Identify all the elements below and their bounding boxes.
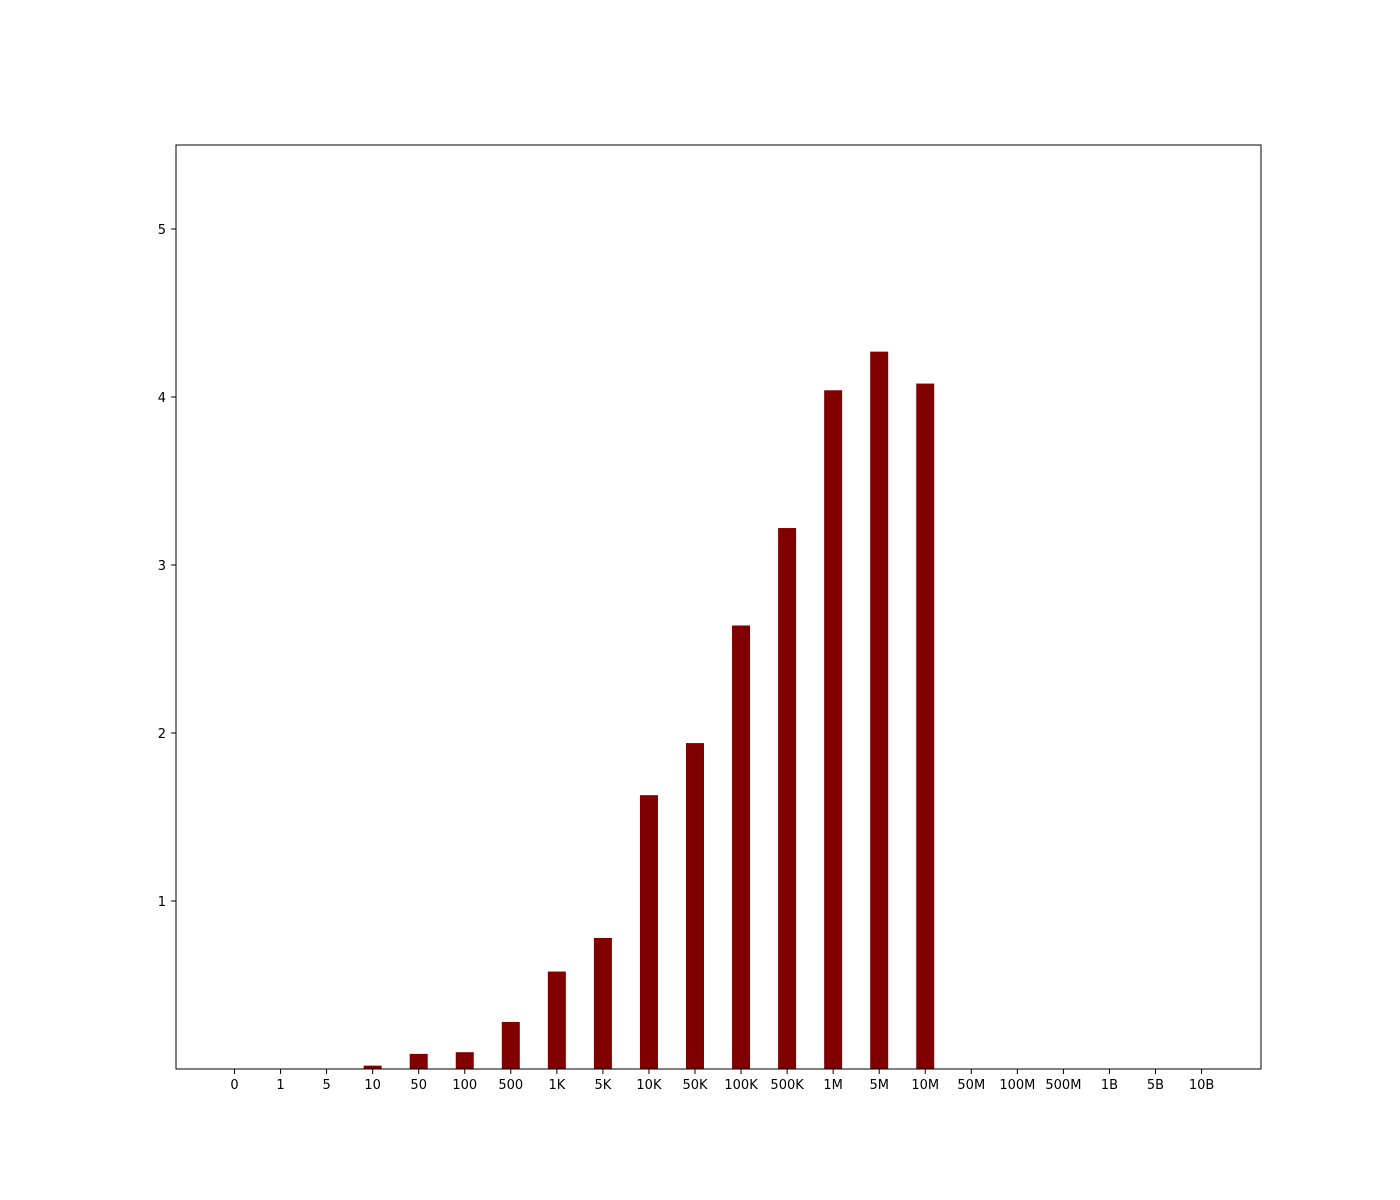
bar-1K bbox=[547, 971, 566, 1069]
x-tick-label: 1 bbox=[276, 1078, 284, 1093]
bar-50 bbox=[409, 1053, 428, 1069]
x-tick-label: 5 bbox=[322, 1078, 330, 1093]
bar-5K bbox=[593, 937, 612, 1069]
x-tick-label: 0 bbox=[230, 1078, 238, 1093]
bar-10M bbox=[916, 383, 935, 1069]
x-tick-label: 10 bbox=[364, 1078, 381, 1093]
x-axis: 0 1 5 10 50 100 500 1K 5K 10K 50K 100K 500K 1M 5M 10M 50… bbox=[230, 1069, 1214, 1093]
bar-100 bbox=[455, 1052, 474, 1069]
bar-500 bbox=[501, 1021, 520, 1069]
y-tick-label: 4 bbox=[158, 391, 166, 406]
x-tick-label: 500 bbox=[498, 1078, 523, 1093]
y-tick-label: 3 bbox=[158, 559, 166, 574]
y-axis: 1 2 3 4 5 bbox=[158, 223, 176, 910]
x-tick-label: 100 bbox=[452, 1078, 477, 1093]
bar-1M bbox=[824, 390, 843, 1069]
x-tick-label: 10M bbox=[911, 1078, 939, 1093]
plot-frame bbox=[175, 144, 1262, 1070]
bar-100K bbox=[732, 625, 751, 1069]
bar-10K bbox=[639, 795, 658, 1069]
x-tick-label: 50 bbox=[410, 1078, 427, 1093]
x-tick-label: 5B bbox=[1147, 1078, 1164, 1093]
x-tick-label: 500K bbox=[770, 1078, 804, 1093]
x-tick-label: 50M bbox=[957, 1078, 985, 1093]
x-tick-label: 1M bbox=[823, 1078, 843, 1093]
x-tick-label: 100K bbox=[724, 1078, 758, 1093]
y-tick-label: 1 bbox=[158, 895, 166, 910]
x-tick-label: 10K bbox=[636, 1078, 662, 1093]
x-tick-label: 500M bbox=[1045, 1078, 1081, 1093]
y-tick-label: 2 bbox=[158, 727, 166, 742]
bar-50K bbox=[686, 743, 704, 1069]
bar-5M bbox=[870, 351, 889, 1069]
x-tick-label: 5M bbox=[869, 1078, 889, 1093]
x-tick-label: 50K bbox=[682, 1078, 708, 1093]
x-tick-label: 10B bbox=[1189, 1078, 1214, 1093]
x-tick-label: 1K bbox=[548, 1078, 565, 1093]
bar-500K bbox=[778, 528, 797, 1069]
bar-10 bbox=[363, 1065, 382, 1069]
bars-group bbox=[363, 351, 935, 1069]
x-tick-label: 5K bbox=[595, 1078, 612, 1093]
x-tick-label: 1B bbox=[1101, 1078, 1118, 1093]
y-tick-label: 5 bbox=[158, 223, 166, 238]
x-tick-label: 100M bbox=[999, 1078, 1035, 1093]
